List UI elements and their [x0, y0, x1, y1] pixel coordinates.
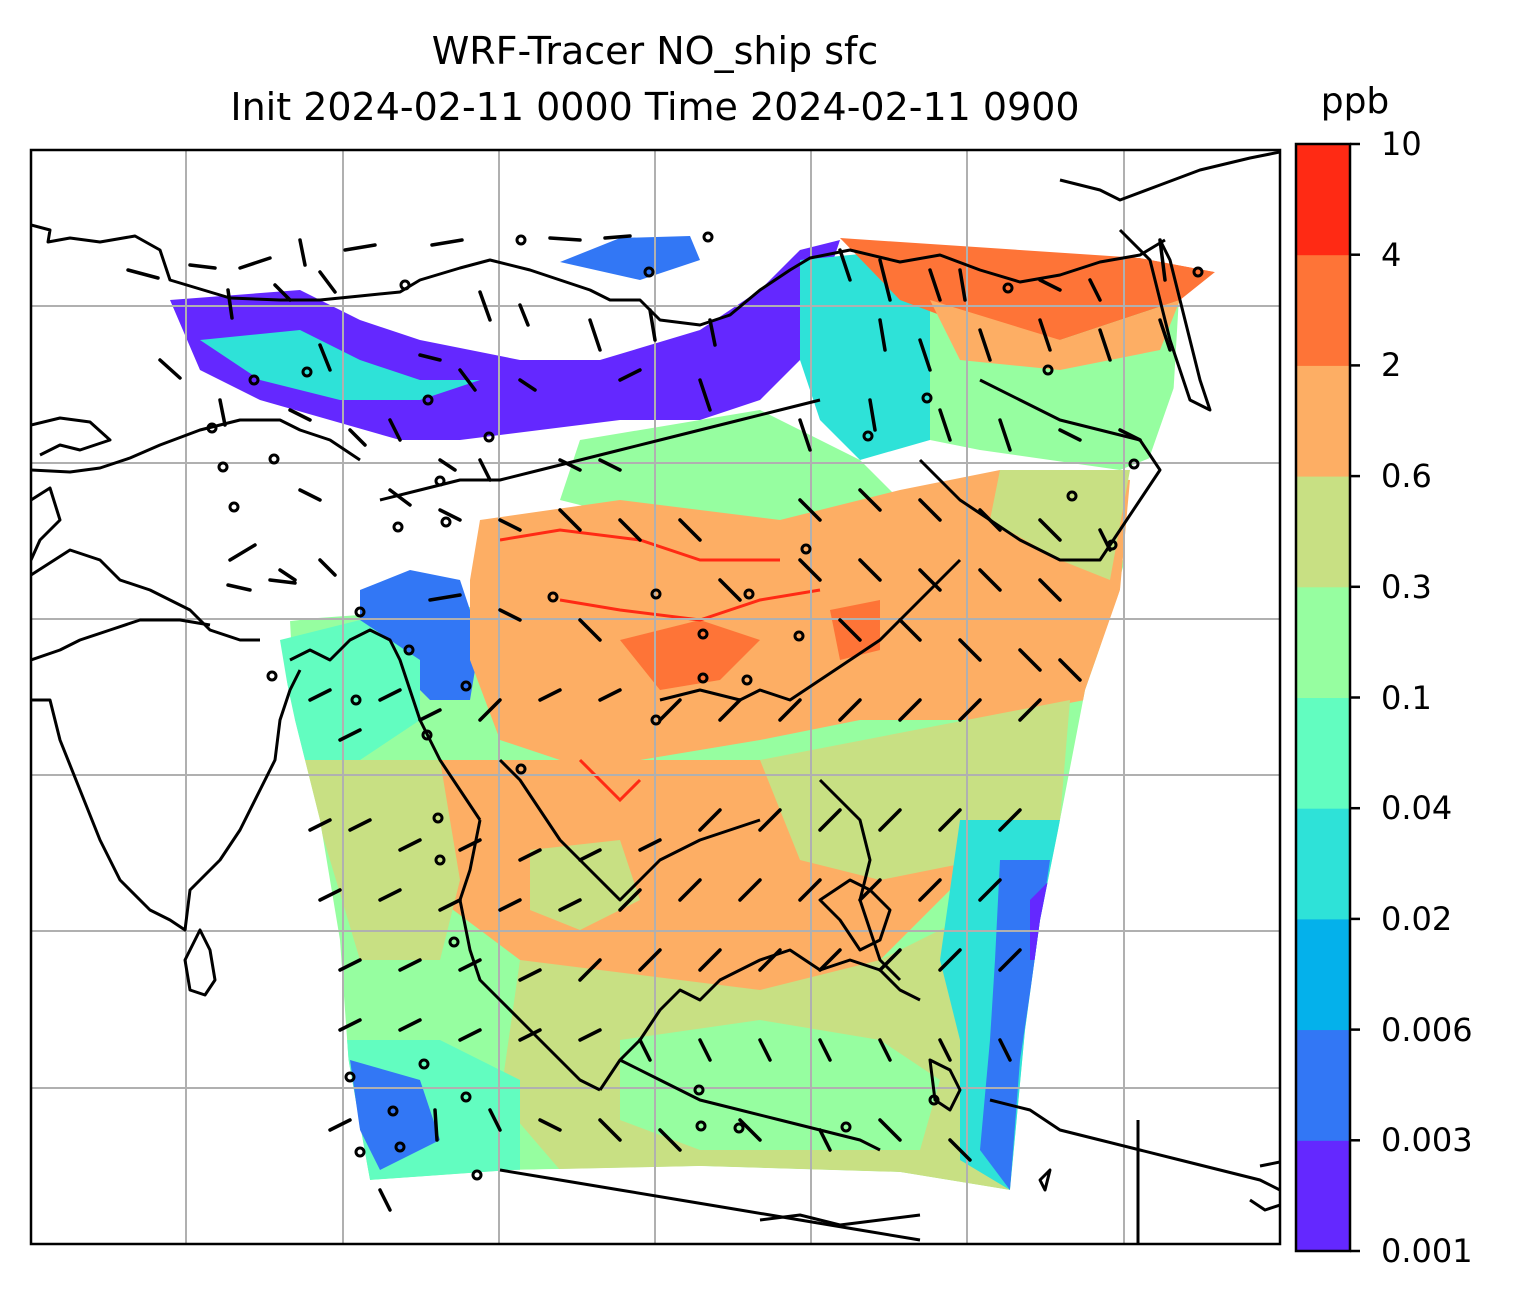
field-seasia-green	[620, 1020, 940, 1150]
colorbar-tick-label: 0.003	[1381, 1121, 1473, 1160]
map-subtitle: Init 2024-02-11 0000 Time 2024-02-11 090…	[230, 85, 1080, 129]
colorbar-swatch	[1296, 254, 1350, 366]
field-red-ridge3	[578, 758, 642, 803]
wind-barbs	[126, 234, 1172, 1212]
field-ne-cyan	[800, 250, 930, 460]
field-west-olive	[300, 760, 460, 960]
map-title: WRF-Tracer NO_ship sfc	[431, 29, 879, 73]
field-bay-cyan	[280, 620, 420, 760]
field-band-cyan	[200, 330, 480, 400]
colorbar-tick-label: 0.6	[1381, 457, 1432, 496]
colorbar-swatch	[1296, 476, 1350, 588]
colorbar-tick-label: 10	[1381, 125, 1422, 163]
colorbar-tick-label: 0.3	[1381, 567, 1432, 606]
coastlines	[31, 150, 1280, 1244]
colorbar-swatch	[1296, 697, 1350, 809]
colorbar-tick-label: 0.02	[1381, 899, 1453, 938]
colorbar-swatch	[1296, 1140, 1350, 1252]
field-china-olive	[990, 470, 1130, 580]
field-ne-lightorange	[930, 300, 1180, 370]
colorbar-swatch	[1296, 144, 1350, 256]
colorbar-tick-label: 0.001	[1381, 1232, 1473, 1270]
field-bay-blue	[360, 570, 480, 700]
field-mainland-olive	[530, 840, 640, 930]
tracer-field	[31, 218, 1215, 1190]
map-frame	[29, 148, 1282, 1246]
colorbar-tick-label: 0.006	[1381, 1010, 1473, 1049]
colorbar	[1294, 142, 1360, 1253]
colorbar-tick-label: 2	[1381, 346, 1402, 385]
colorbar-swatch	[1296, 586, 1350, 698]
colorbar-units: ppb	[1320, 81, 1390, 122]
colorbar-tick-label: 4	[1381, 235, 1402, 274]
field-coast-red2	[830, 600, 880, 660]
map-plot-area	[31, 150, 1280, 1244]
colorbar-tick-label: 0.1	[1381, 678, 1432, 717]
calm-markers	[206, 231, 1204, 1181]
field-band-blue-top	[560, 236, 700, 280]
colorbar-swatch	[1296, 365, 1350, 477]
colorbar-swatch	[1296, 918, 1350, 1031]
field-ne-orange	[840, 238, 1215, 340]
colorbar-tick-label: 0.04	[1381, 789, 1453, 828]
gridlines	[31, 150, 1280, 1244]
colorbar-swatch	[1296, 808, 1350, 920]
field-china-orange	[470, 470, 1130, 760]
colorbar-swatch	[1296, 1029, 1350, 1141]
